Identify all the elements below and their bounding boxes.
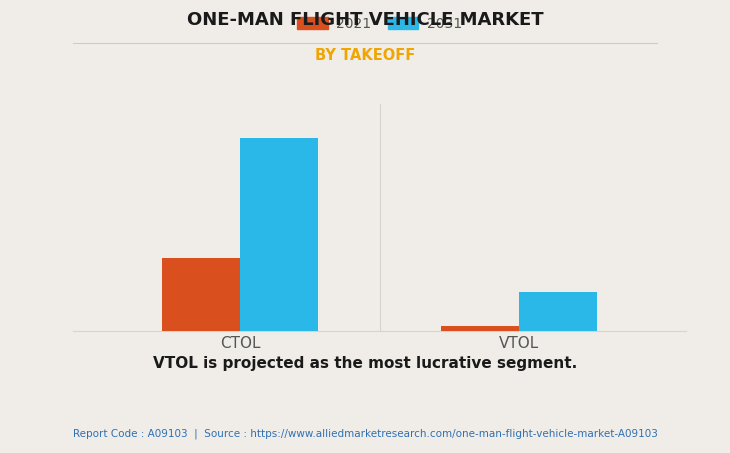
Bar — [240, 138, 318, 331]
Text: VTOL is projected as the most lucrative segment.: VTOL is projected as the most lucrative … — [153, 356, 577, 371]
Bar — [441, 326, 519, 331]
Legend: 2021, 2031: 2021, 2031 — [292, 11, 467, 37]
Bar — [162, 258, 240, 331]
Text: BY TAKEOFF: BY TAKEOFF — [315, 48, 415, 63]
Text: Report Code : A09103  |  Source : https://www.alliedmarketresearch.com/one-man-f: Report Code : A09103 | Source : https://… — [72, 428, 658, 439]
Text: ONE-MAN FLIGHT VEHICLE MARKET: ONE-MAN FLIGHT VEHICLE MARKET — [187, 11, 543, 29]
Bar — [519, 292, 597, 331]
